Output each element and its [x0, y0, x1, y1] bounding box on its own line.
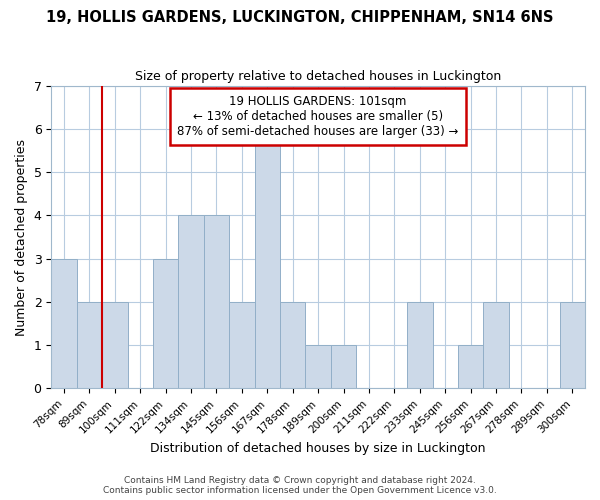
- Bar: [560, 302, 585, 388]
- Bar: [102, 302, 128, 388]
- Title: Size of property relative to detached houses in Luckington: Size of property relative to detached ho…: [135, 70, 501, 83]
- Text: 19 HOLLIS GARDENS: 101sqm
← 13% of detached houses are smaller (5)
87% of semi-d: 19 HOLLIS GARDENS: 101sqm ← 13% of detac…: [178, 94, 459, 138]
- Bar: [77, 302, 102, 388]
- Bar: [458, 345, 484, 389]
- Text: 19, HOLLIS GARDENS, LUCKINGTON, CHIPPENHAM, SN14 6NS: 19, HOLLIS GARDENS, LUCKINGTON, CHIPPENH…: [46, 10, 554, 25]
- Text: Contains HM Land Registry data © Crown copyright and database right 2024.
Contai: Contains HM Land Registry data © Crown c…: [103, 476, 497, 495]
- Bar: [178, 216, 204, 388]
- Bar: [153, 258, 178, 388]
- Y-axis label: Number of detached properties: Number of detached properties: [15, 138, 28, 336]
- Bar: [51, 258, 77, 388]
- Bar: [254, 129, 280, 388]
- Bar: [407, 302, 433, 388]
- Bar: [484, 302, 509, 388]
- Bar: [229, 302, 254, 388]
- Bar: [331, 345, 356, 389]
- X-axis label: Distribution of detached houses by size in Luckington: Distribution of detached houses by size …: [151, 442, 486, 455]
- Bar: [305, 345, 331, 389]
- Bar: [204, 216, 229, 388]
- Bar: [280, 302, 305, 388]
